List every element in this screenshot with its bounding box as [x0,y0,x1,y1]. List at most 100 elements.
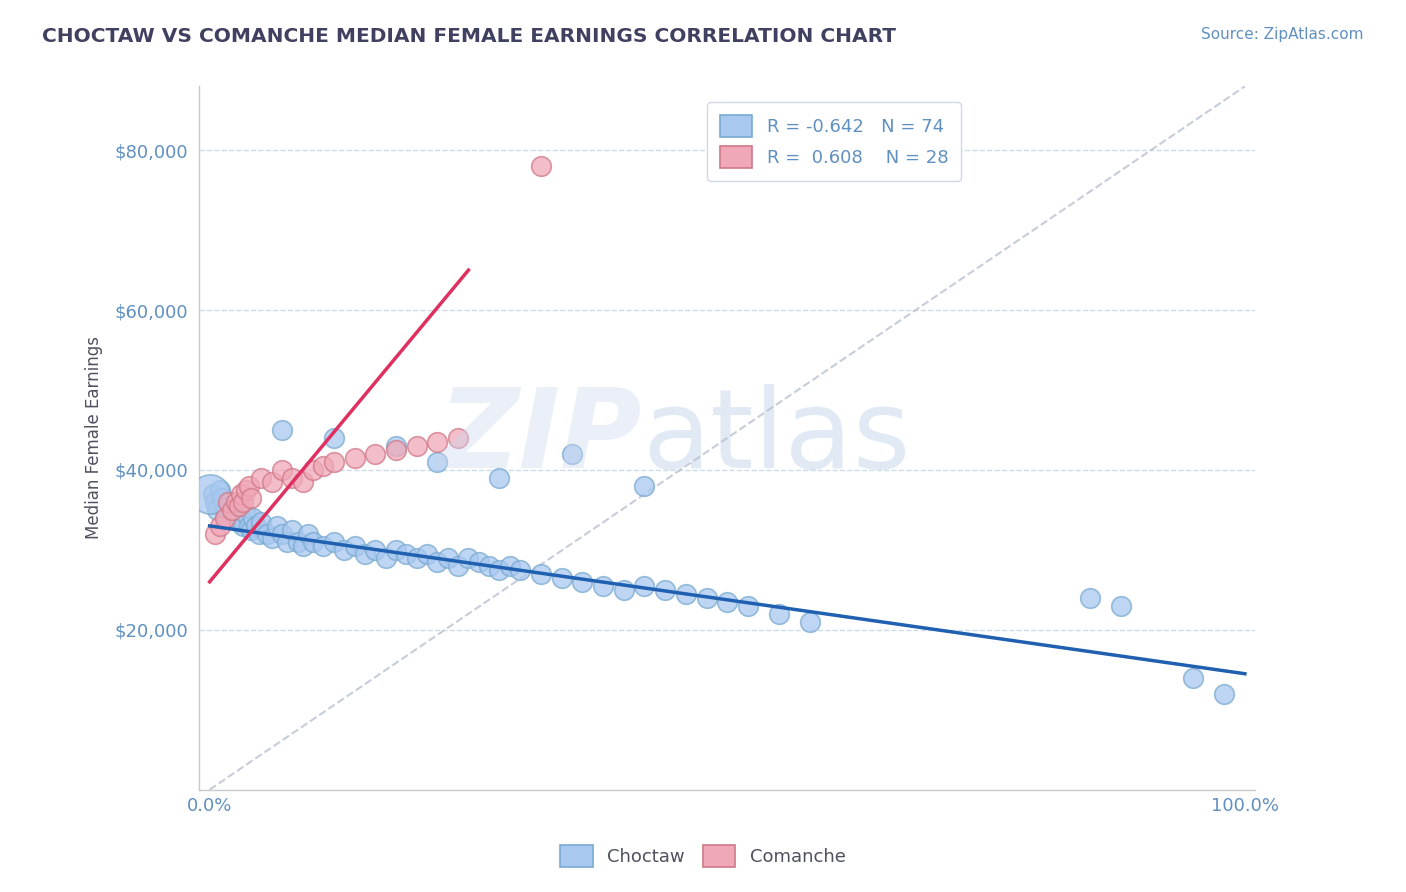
Point [211,491,233,505]
Point [225,495,247,509]
Text: ZIP: ZIP [439,384,643,491]
Point [281,523,304,537]
Text: atlas: atlas [643,384,911,491]
Point [281,471,304,485]
Legend: R = -0.642   N = 74, R =  0.608    N = 28: R = -0.642 N = 74, R = 0.608 N = 28 [707,103,962,181]
Point [1213,687,1236,701]
Point [201,487,224,501]
Point [530,159,553,173]
Point [219,495,242,509]
Point [488,563,510,577]
Text: Source: ZipAtlas.com: Source: ZipAtlas.com [1201,27,1364,42]
Point [260,475,283,489]
Point [235,483,257,497]
Point [768,607,790,621]
Point [312,539,335,553]
Point [214,511,236,525]
Point [799,615,821,629]
Point [240,523,263,537]
Point [385,439,408,453]
Point [217,511,239,525]
Point [297,527,319,541]
Point [447,431,470,445]
Point [333,542,356,557]
Point [654,582,676,597]
Point [266,519,288,533]
Point [221,503,243,517]
Point [385,442,408,457]
Point [322,455,344,469]
Point [395,547,418,561]
Point [221,503,243,517]
Point [242,511,264,525]
Point [256,527,278,541]
Point [232,519,254,533]
Point [561,447,583,461]
Point [214,503,236,517]
Point [322,431,344,445]
Point [343,450,366,465]
Point [302,534,325,549]
Point [228,515,250,529]
Point [478,558,501,573]
Point [198,487,221,501]
Point [354,547,377,561]
Point [204,495,226,509]
Point [426,555,449,569]
Point [737,599,759,613]
Point [592,579,614,593]
Point [613,582,636,597]
Point [405,439,427,453]
Y-axis label: Median Female Earnings: Median Female Earnings [86,336,103,540]
Point [416,547,439,561]
Point [696,591,718,605]
Point [229,487,252,501]
Point [271,423,294,437]
Point [229,511,252,525]
Point [405,550,427,565]
Point [208,519,231,533]
Point [250,515,273,529]
Point [287,534,309,549]
Point [271,463,294,477]
Point [271,527,294,541]
Point [343,539,366,553]
Point [260,531,283,545]
Point [488,471,510,485]
Point [1078,591,1101,605]
Point [530,566,553,581]
Point [208,483,231,497]
Point [499,558,522,573]
Point [240,491,263,505]
Point [457,550,479,565]
Point [205,503,228,517]
Point [633,579,655,593]
Point [238,519,260,533]
Point [250,471,273,485]
Point [426,434,449,449]
Point [1182,671,1205,685]
Point [364,542,387,557]
Point [228,499,250,513]
Point [509,563,531,577]
Text: CHOCTAW VS COMANCHE MEDIAN FEMALE EARNINGS CORRELATION CHART: CHOCTAW VS COMANCHE MEDIAN FEMALE EARNIN… [42,27,896,45]
Point [716,595,738,609]
Point [426,455,449,469]
Legend: Choctaw, Comanche: Choctaw, Comanche [553,838,853,874]
Point [1109,599,1132,613]
Point [204,527,226,541]
Point [302,463,325,477]
Point [217,495,239,509]
Point [385,542,408,557]
Point [571,574,593,589]
Point [291,539,314,553]
Point [436,550,458,565]
Point [247,527,270,541]
Point [235,507,257,521]
Point [374,550,396,565]
Point [312,458,335,473]
Point [364,447,387,461]
Point [633,479,655,493]
Point [468,555,491,569]
Point [225,511,247,525]
